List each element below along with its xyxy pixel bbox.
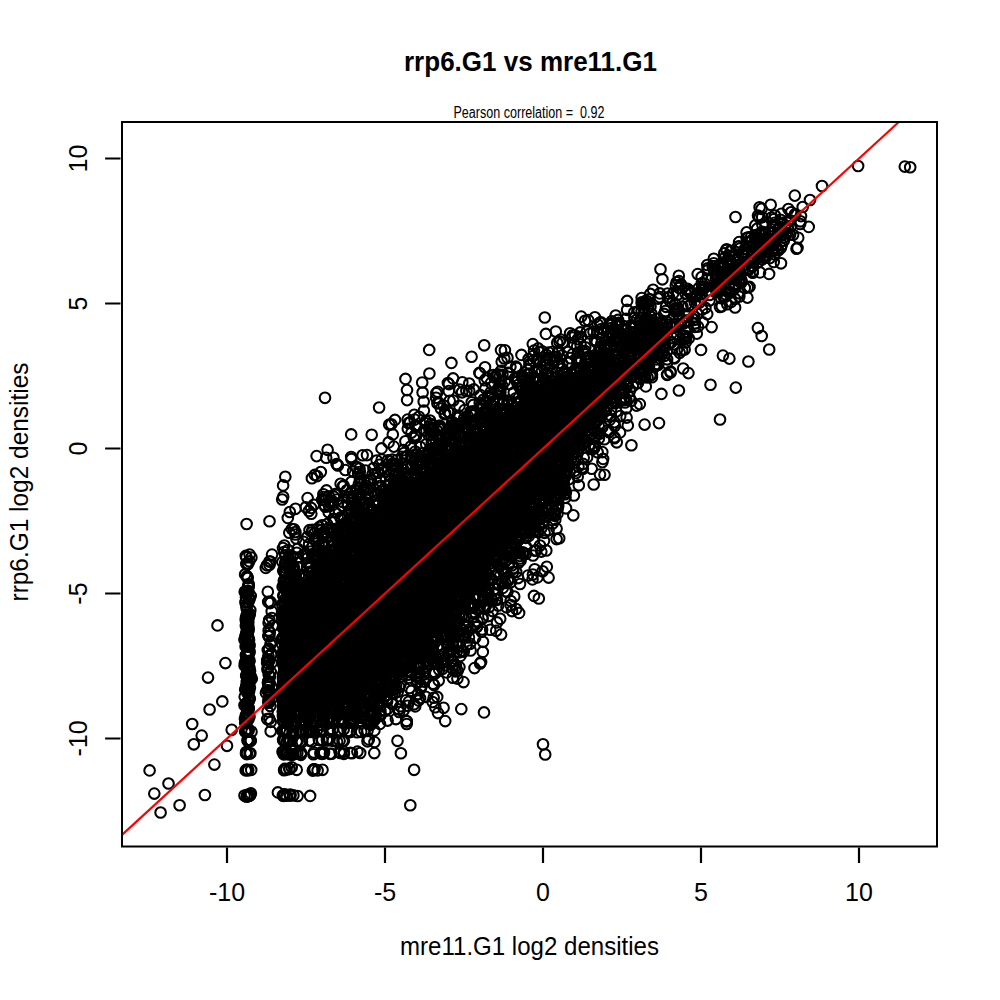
svg-text:rrp6.G1 log2 densities: rrp6.G1 log2 densities [5,363,33,602]
svg-text:0: 0 [64,442,92,456]
svg-text:10: 10 [845,878,873,906]
svg-text:-5: -5 [374,878,396,906]
svg-text:mre11.G1 log2 densities: mre11.G1 log2 densities [400,932,659,960]
svg-text:rrp6.G1 vs mre11.G1: rrp6.G1 vs mre11.G1 [404,47,657,77]
svg-text:0: 0 [536,878,550,906]
svg-text:Pearson correlation = 0.92: Pearson correlation = 0.92 [454,104,605,121]
svg-text:-5: -5 [64,582,92,604]
svg-text:10: 10 [64,145,92,173]
svg-text:5: 5 [694,878,708,906]
svg-text:5: 5 [64,297,92,311]
svg-text:-10: -10 [209,878,245,906]
svg-text:-10: -10 [64,720,92,756]
